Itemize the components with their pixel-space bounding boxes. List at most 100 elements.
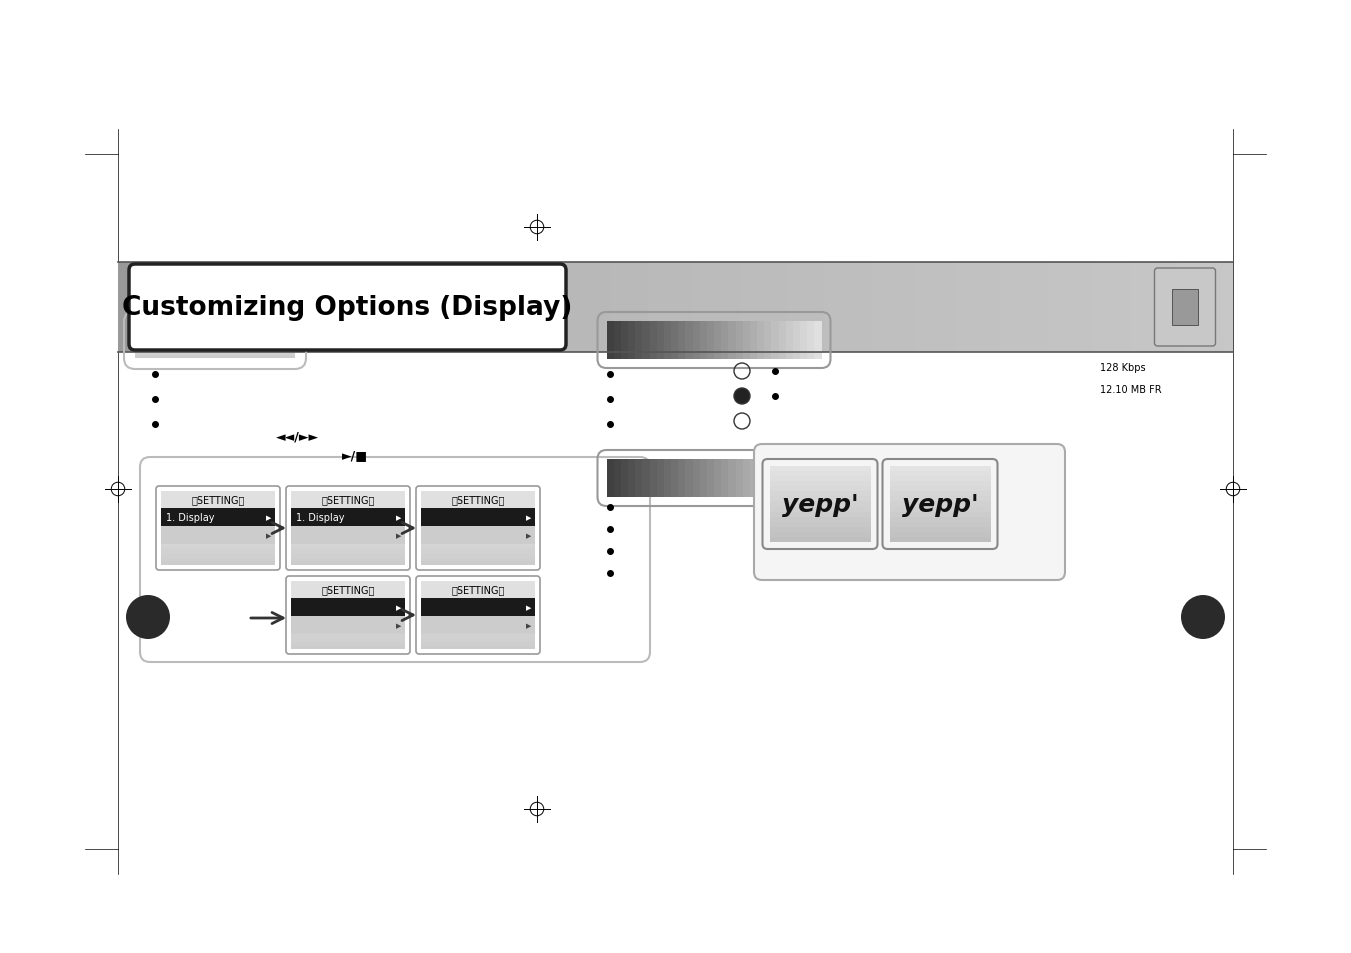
- Bar: [422, 618, 535, 622]
- Bar: [290, 588, 405, 592]
- Bar: [678, 322, 685, 359]
- Bar: [290, 558, 405, 561]
- Text: 12.10 MB FR: 12.10 MB FR: [1100, 385, 1162, 395]
- Text: 〈SETTING〉: 〈SETTING〉: [322, 495, 374, 505]
- Bar: [657, 263, 666, 353]
- Bar: [770, 537, 870, 542]
- Bar: [422, 581, 535, 598]
- Bar: [693, 459, 700, 497]
- Bar: [489, 263, 499, 353]
- Bar: [290, 532, 405, 536]
- Bar: [350, 263, 359, 353]
- Bar: [889, 487, 990, 492]
- Bar: [713, 322, 721, 359]
- Bar: [889, 481, 990, 487]
- Bar: [647, 263, 657, 353]
- Text: 〈SETTING〉: 〈SETTING〉: [192, 495, 245, 505]
- Bar: [815, 459, 821, 497]
- Bar: [671, 459, 678, 497]
- Bar: [650, 322, 657, 359]
- Bar: [657, 459, 663, 497]
- Bar: [295, 263, 304, 353]
- Bar: [290, 555, 405, 558]
- Bar: [161, 536, 276, 539]
- Bar: [889, 507, 990, 512]
- Bar: [1169, 263, 1177, 353]
- Bar: [290, 618, 405, 622]
- Bar: [759, 263, 769, 353]
- Bar: [249, 263, 258, 353]
- Bar: [1102, 263, 1112, 353]
- Bar: [635, 459, 642, 497]
- Bar: [135, 355, 295, 356]
- Bar: [161, 502, 276, 506]
- Bar: [728, 459, 735, 497]
- Bar: [517, 263, 527, 353]
- Text: Customizing Options (Display): Customizing Options (Display): [123, 294, 573, 320]
- Bar: [650, 459, 657, 497]
- Bar: [290, 547, 405, 551]
- Text: yepp': yepp': [782, 493, 858, 517]
- Bar: [161, 492, 276, 509]
- Bar: [786, 322, 793, 359]
- Bar: [290, 492, 405, 509]
- Bar: [1224, 263, 1233, 353]
- Bar: [135, 330, 295, 332]
- Bar: [422, 539, 535, 543]
- Bar: [944, 263, 954, 353]
- Bar: [422, 616, 535, 618]
- Bar: [422, 633, 535, 636]
- Bar: [788, 263, 796, 353]
- Bar: [290, 509, 405, 526]
- Bar: [471, 263, 481, 353]
- Bar: [323, 263, 332, 353]
- Bar: [127, 263, 136, 353]
- Bar: [778, 322, 786, 359]
- Bar: [770, 492, 870, 497]
- Bar: [422, 510, 535, 514]
- Bar: [607, 322, 613, 359]
- Bar: [378, 263, 388, 353]
- Bar: [757, 322, 765, 359]
- Bar: [290, 525, 405, 529]
- Bar: [621, 459, 628, 497]
- Bar: [118, 263, 127, 353]
- Bar: [770, 507, 870, 512]
- Bar: [481, 263, 489, 353]
- Bar: [422, 506, 535, 510]
- Bar: [992, 263, 1001, 353]
- Bar: [161, 521, 276, 525]
- Bar: [770, 502, 870, 507]
- Bar: [136, 263, 146, 353]
- Bar: [880, 263, 889, 353]
- Bar: [290, 642, 405, 646]
- Bar: [192, 263, 201, 353]
- Text: ▶: ▶: [396, 533, 401, 538]
- Bar: [1028, 263, 1038, 353]
- Text: 〈SETTING〉: 〈SETTING〉: [451, 495, 505, 505]
- Bar: [743, 322, 750, 359]
- Bar: [290, 581, 405, 585]
- Bar: [161, 506, 276, 510]
- Bar: [359, 263, 369, 353]
- Bar: [422, 517, 535, 521]
- Bar: [174, 263, 182, 353]
- Bar: [422, 642, 535, 646]
- Bar: [770, 472, 870, 476]
- Bar: [422, 525, 535, 529]
- Bar: [721, 263, 731, 353]
- Bar: [146, 263, 155, 353]
- Bar: [765, 459, 771, 497]
- Bar: [422, 558, 535, 561]
- Bar: [422, 492, 535, 496]
- Bar: [290, 616, 405, 618]
- Bar: [889, 472, 990, 476]
- Bar: [678, 459, 685, 497]
- Bar: [770, 512, 870, 517]
- Bar: [290, 592, 405, 595]
- Bar: [135, 352, 295, 354]
- Bar: [135, 337, 295, 339]
- FancyBboxPatch shape: [128, 265, 566, 351]
- Bar: [290, 496, 405, 498]
- Bar: [889, 492, 990, 497]
